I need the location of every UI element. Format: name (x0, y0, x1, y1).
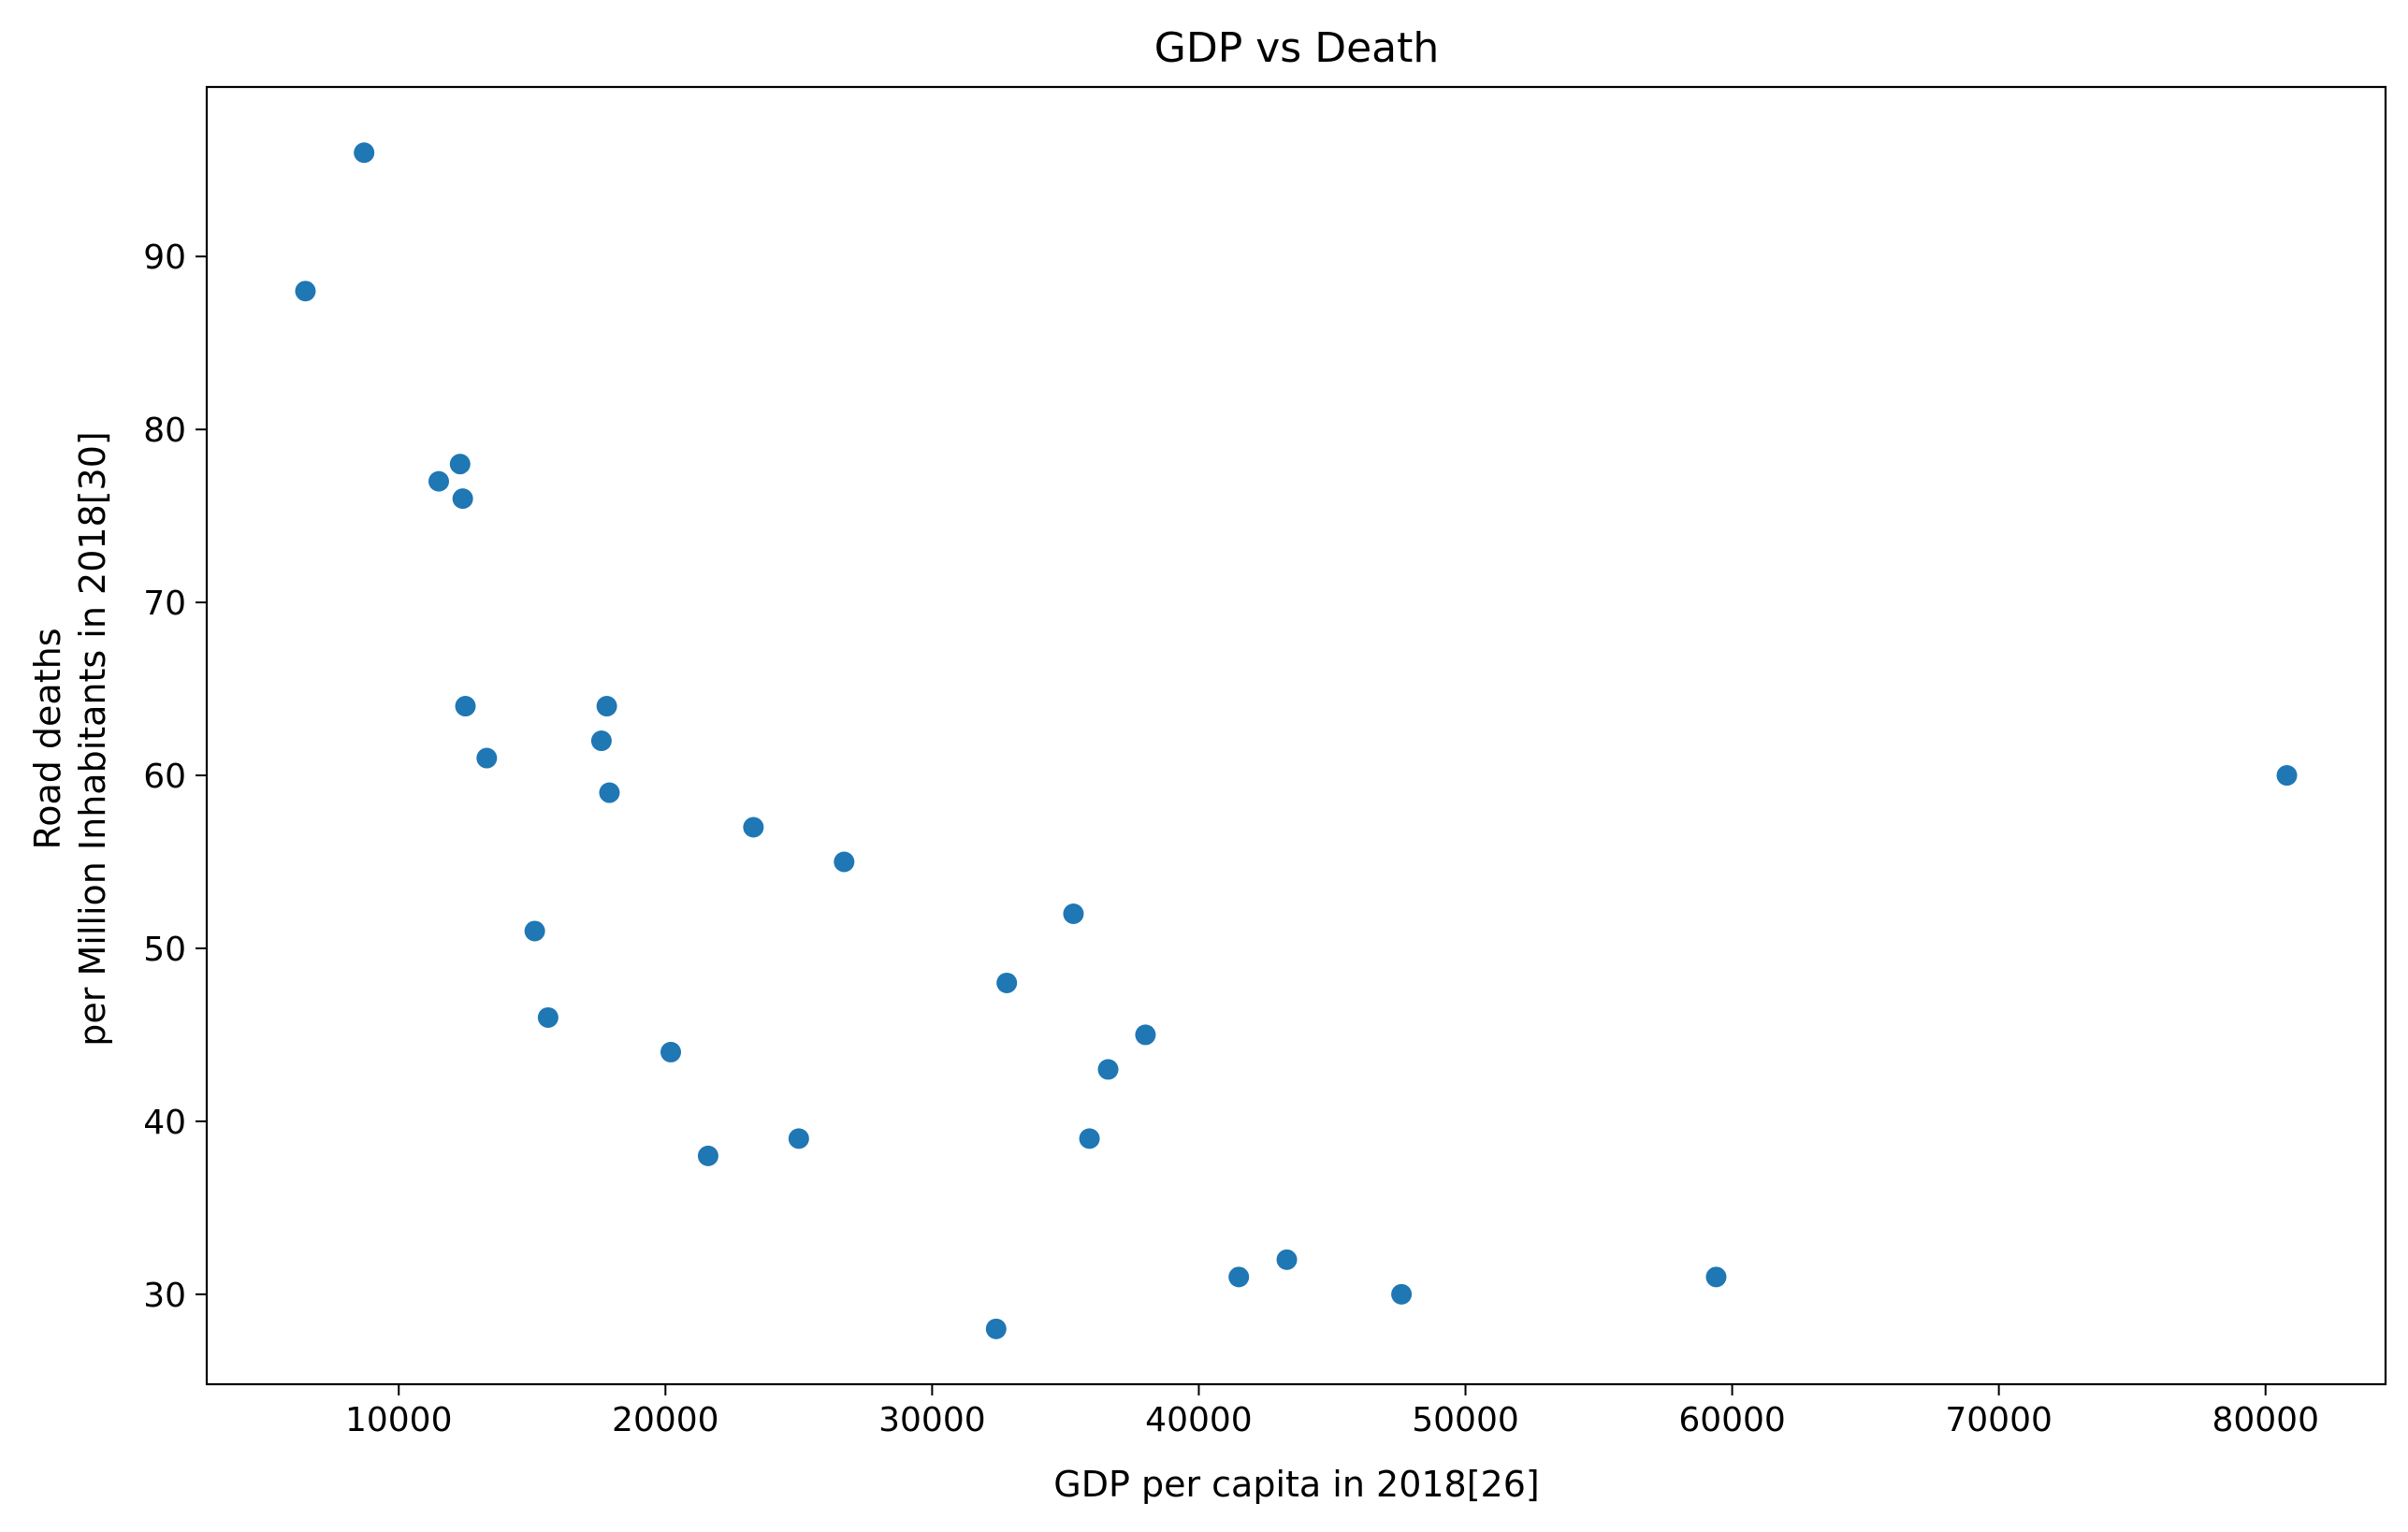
x-tick-label: 10000 (345, 1401, 453, 1439)
y-tick-label: 60 (143, 758, 186, 796)
data-point (996, 972, 1018, 993)
data-point (449, 454, 471, 475)
data-point (1276, 1249, 1298, 1270)
x-tick-label: 30000 (878, 1401, 986, 1439)
y-axis-ticks: 30 40 50 60 70 80 90 (143, 238, 207, 1315)
x-tick-label: 50000 (1412, 1401, 1519, 1439)
y-tick-label: 70 (143, 585, 186, 623)
data-point (354, 142, 375, 164)
data-point (697, 1145, 718, 1166)
y-tick-label: 50 (143, 931, 186, 969)
data-point (1391, 1283, 1413, 1305)
data-point (985, 1318, 1007, 1339)
data-point (1097, 1059, 1119, 1080)
x-tick-label: 60000 (1678, 1401, 1786, 1439)
data-point (743, 817, 764, 838)
x-tick-label: 20000 (612, 1401, 719, 1439)
x-tick-label: 40000 (1145, 1401, 1253, 1439)
data-point (590, 730, 612, 752)
y-tick-label: 90 (143, 238, 186, 277)
y-tick-label: 40 (143, 1104, 186, 1142)
x-axis-ticks: 10000 20000 30000 40000 50000 60000 70000 80000 (345, 1384, 2319, 1439)
data-points (295, 142, 2298, 1339)
x-tick-label: 80000 (2212, 1401, 2319, 1439)
data-point (1079, 1128, 1100, 1149)
plot-area-frame (205, 85, 2387, 1386)
data-point (660, 1041, 682, 1062)
data-point (834, 851, 855, 873)
data-point (788, 1128, 809, 1149)
data-point (1135, 1024, 1156, 1046)
data-point (1228, 1266, 1250, 1288)
data-point (524, 920, 545, 942)
x-axis-label: GDP per capita in 2018[26] (1053, 1464, 1539, 1505)
data-point (1063, 903, 1084, 924)
y-tick-label: 30 (143, 1277, 186, 1315)
data-point (596, 696, 617, 717)
y-axis-label: Road deaths per Million Inhabitants in 2… (27, 431, 113, 1046)
x-tick-label: 70000 (1945, 1401, 2053, 1439)
data-point (537, 1006, 558, 1028)
data-point (1705, 1266, 1727, 1288)
data-point (476, 747, 498, 769)
y-tick-label: 80 (143, 412, 186, 450)
data-point (295, 281, 316, 302)
data-point (599, 782, 620, 803)
chart-title: GDP vs Death (1154, 24, 1440, 72)
data-point (428, 470, 450, 492)
data-point (452, 488, 473, 510)
data-point (2276, 765, 2298, 787)
y-axis-label-line-1: Road deaths (27, 629, 68, 850)
data-point (455, 696, 476, 717)
y-axis-label-line-2: per Million Inhabitants in 2018[30] (72, 431, 113, 1046)
